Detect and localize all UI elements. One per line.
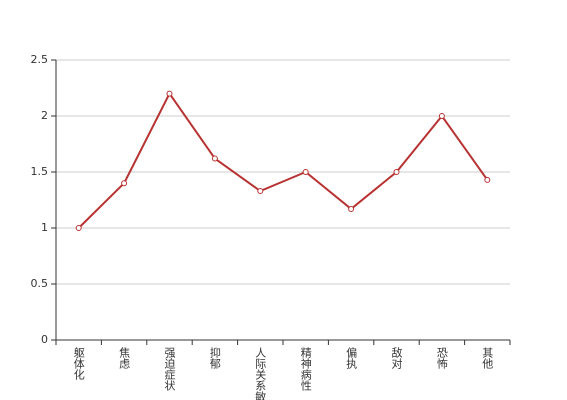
point [166,90,173,97]
x-tick-label: 精神病性 [299,347,312,392]
x-tick-label: 恐怖 [435,347,448,369]
x-tick-label: 敌对 [390,346,403,369]
y-tick-label: 0.5 [31,277,49,290]
y-tick-label: 2 [41,109,48,122]
point [121,180,128,187]
point [257,188,264,195]
x-tick-label: 躯体化 [72,347,85,381]
y-tick-label: 1 [41,221,48,234]
line [77,91,489,229]
point [211,155,218,162]
x-tick-label: 其他 [481,347,494,369]
y-tick-label: 2.5 [31,53,49,66]
y-tick-label: 1.5 [31,165,49,178]
point [348,205,355,212]
x-tick-label: 强迫症状 [163,347,176,391]
x-tick-label: 焦虑 [118,347,131,369]
x-tick-label: 偏执 [345,346,358,370]
point [75,225,82,231]
x-tick-label: 抑郁 [208,346,221,369]
point [302,169,309,175]
x-tick-label: 人际关系敏感 [254,347,267,400]
point [393,169,400,175]
y-tick-label: 0 [41,333,48,346]
point [438,113,445,119]
point [484,176,491,183]
